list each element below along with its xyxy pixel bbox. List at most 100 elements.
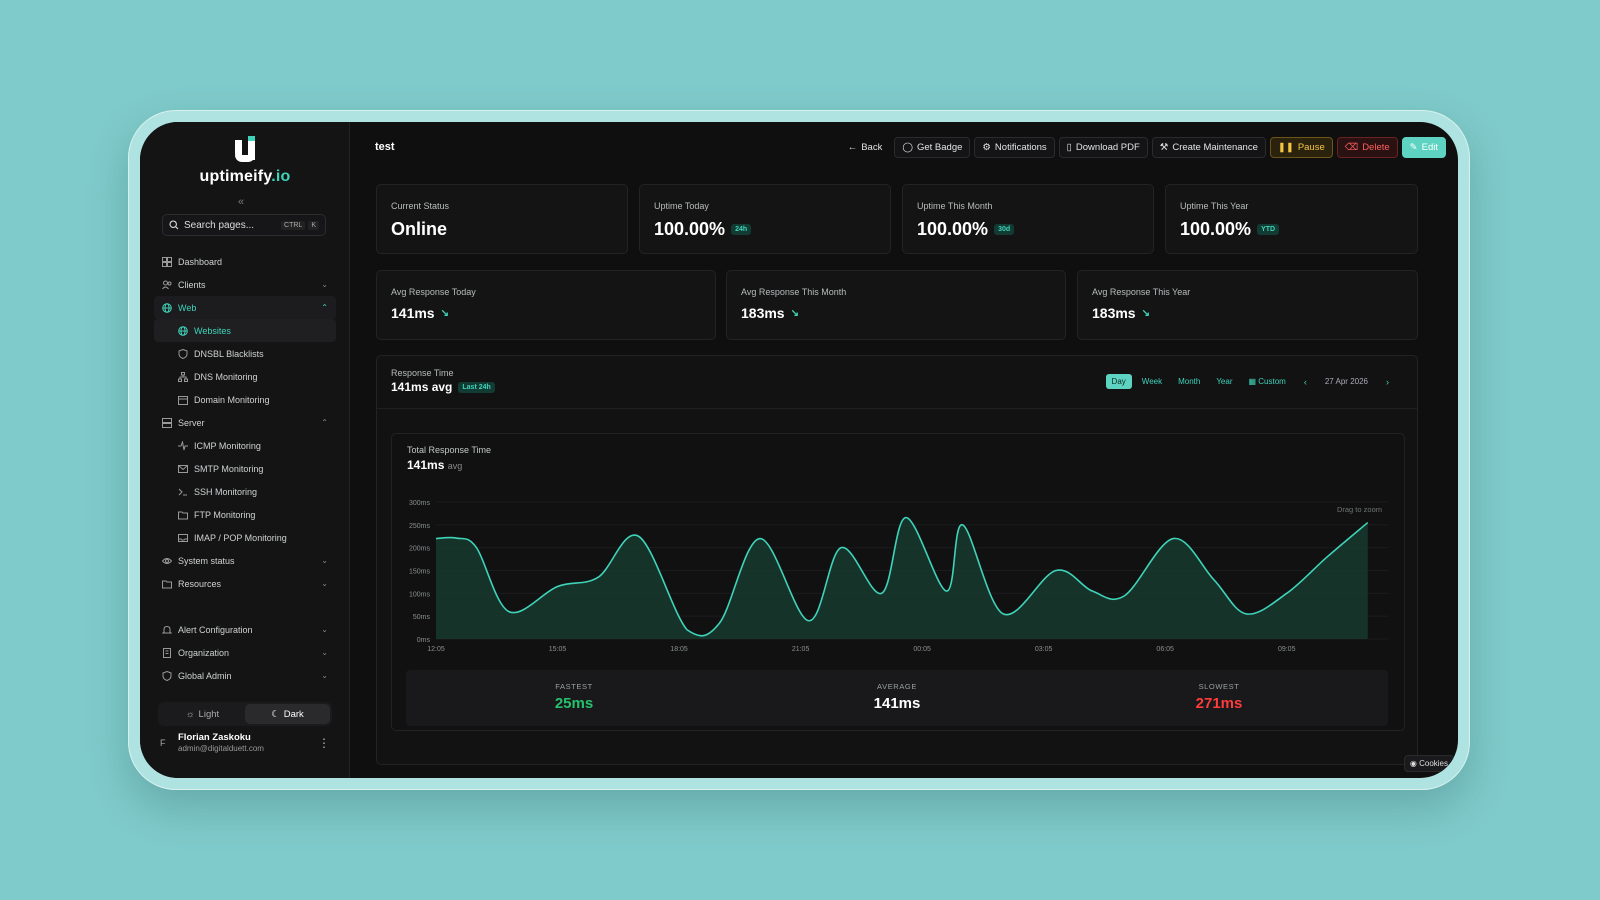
status-card-uptime-month: Uptime This Month 100.00% 30d [902,184,1154,254]
download-pdf-button[interactable]: ▯ Download PDF [1058,137,1148,158]
more-vertical-icon[interactable]: ⋮ [318,736,330,750]
main-content: test ← Back ◯ Get Badge ⚙ Notifications ▯ Do… [362,122,1458,778]
sidebar-item-server[interactable]: Server ⌃ [154,411,336,434]
card-value: 141ms ↘ [391,305,449,321]
card-value: 100.00% YTD [1180,219,1280,240]
chevron-up-icon: ⌃ [321,303,328,312]
sidebar-item-imap[interactable]: IMAP / POP Monitoring [154,526,336,549]
chevron-left-icon[interactable]: ‹ [1303,376,1307,387]
status-card-uptime-today: Uptime Today 100.00% 24h [639,184,891,254]
back-button[interactable]: ← Back [847,142,883,153]
x-tick-label: 00:05 [913,646,931,653]
edit-button[interactable]: ✎ Edit [1401,137,1446,158]
delete-button[interactable]: ⌫ Delete [1336,137,1398,158]
sidebar-item-smtp[interactable]: SMTP Monitoring [154,457,336,480]
response-time-panel: Response Time 141ms avg Last 24h Day Week… [376,355,1418,765]
avatar: F [160,738,166,748]
theme-dark-button[interactable]: ☾ Dark [245,704,330,724]
x-tick-label: 06:05 [1156,646,1174,653]
user-email: admin@digitalduett.com [178,744,264,753]
notifications-button[interactable]: ⚙ Notifications [974,137,1055,158]
y-tick-label: 250ms [409,523,431,530]
sidebar-item-global-admin[interactable]: Global Admin ⌄ [154,664,336,687]
app-screen: uptimeify.io « Search pages... CTRL K Das… [140,122,1458,778]
card-label: Avg Response This Year [1092,287,1191,297]
x-tick-label: 12:05 [427,646,445,653]
sidebar-item-clients[interactable]: Clients ⌄ [154,273,336,296]
get-badge-button[interactable]: ◯ Get Badge [894,137,971,158]
trend-down-icon: ↘ [790,307,799,319]
server-icon [162,417,172,428]
theme-light-button[interactable]: ☼ Light [185,708,220,720]
cookies-button[interactable]: ◉ Cookies [1403,755,1454,772]
sidebar-item-websites[interactable]: Websites [154,319,336,342]
sidebar-item-resources[interactable]: Resources ⌄ [154,572,336,595]
pause-button[interactable]: ❚❚ Pause [1269,137,1333,158]
sidebar-item-alert-configuration[interactable]: Alert Configuration ⌄ [154,618,336,641]
cookie-icon: ◉ [1409,759,1420,768]
chevron-down-icon: ⌄ [321,280,328,289]
chevron-right-icon[interactable]: › [1386,376,1389,387]
header-actions: ← Back ◯ Get Badge ⚙ Notifications ▯ Downloa… [840,137,1446,158]
folder-icon [178,510,188,520]
bell-icon [162,625,172,635]
search-shortcut: CTRL K [281,220,319,230]
card-label: Avg Response Today [391,287,476,297]
terminal-icon [178,487,188,497]
card-value: Online [391,219,448,239]
sun-icon: ☼ [185,708,195,720]
chart-value: 141ms avg [407,458,463,472]
card-value: 100.00% 30d [917,219,1015,240]
user-profile[interactable]: F Florian Zaskoku admin@digitalduett.com… [160,732,332,762]
pulse-icon [178,440,188,451]
range-year-button[interactable]: Year [1216,377,1233,386]
range-selector: Day Week Month Year ▦ Custom ‹ 27 Apr 20… [1105,374,1397,389]
chart-card: Total Response Time 141ms avg 0ms 50ms 100… [391,433,1405,731]
response-time-chart[interactable]: 0ms 50ms 100ms 150ms 200ms 250ms 300ms 12:05 15:… [392,490,1404,662]
chevron-down-icon: ⌄ [321,625,328,634]
sidebar-item-dnsbl[interactable]: DNSBL Blacklists [154,342,336,365]
create-maintenance-button[interactable]: ⚒ Create Maintenance [1151,137,1266,158]
sidebar-item-dashboard[interactable]: Dashboard [154,250,336,273]
x-tick-label: 09:05 [1278,646,1296,653]
sidebar-item-dns[interactable]: DNS Monitoring [154,365,336,388]
sidebar-item-domain[interactable]: Domain Monitoring [154,388,336,411]
range-week-button[interactable]: Week [1141,377,1163,386]
sidebar-nav: Dashboard Clients ⌄ Web ⌃ Websites DNSBL B… [154,250,336,687]
range-day-button[interactable]: Day [1105,374,1132,389]
sidebar-item-system-status[interactable]: System status ⌄ [154,549,336,572]
y-tick-label: 200ms [409,546,431,553]
drag-to-zoom-hint: Drag to zoom [1337,505,1382,514]
sidebar-item-icmp[interactable]: ICMP Monitoring [154,434,336,457]
card-label: Uptime This Month [917,201,993,211]
arrow-left-icon: ← [847,142,858,153]
chevron-up-icon: ⌃ [321,418,328,427]
search-placeholder: Search pages... [184,219,255,231]
shield-icon [178,348,188,359]
range-custom-button[interactable]: ▦ Custom [1248,377,1286,386]
building-icon [162,647,172,658]
network-icon [178,371,188,382]
sidebar-item-ssh[interactable]: SSH Monitoring [154,480,336,503]
y-tick-label: 0ms [417,637,431,644]
range-month-button[interactable]: Month [1178,377,1201,386]
sidebar: uptimeify.io « Search pages... CTRL K Das… [140,122,350,778]
search-input[interactable]: Search pages... CTRL K [162,214,326,236]
chevron-down-icon: ⌄ [321,671,328,680]
chart-area [436,517,1368,639]
response-card-today: Avg Response Today 141ms ↘ [376,270,716,340]
sidebar-item-organization[interactable]: Organization ⌄ [154,641,336,664]
logo[interactable]: uptimeify.io [140,136,350,186]
brand-name: uptimeify.io [199,168,291,185]
x-tick-label: 18:05 [670,646,688,653]
card-label: Avg Response This Month [741,287,847,297]
stats-bar: FASTEST 25ms AVERAGE 141ms SLOWEST 271ms [406,670,1388,726]
pencil-icon: ✎ [1409,142,1418,153]
chevron-down-icon: ⌄ [321,556,328,565]
bell-icon: ⚙ [982,142,991,153]
chart-line-series [435,516,1369,637]
sidebar-item-ftp[interactable]: FTP Monitoring [154,503,336,526]
collapse-sidebar-icon[interactable]: « [238,196,245,208]
sidebar-item-web[interactable]: Web ⌃ [154,296,336,319]
response-card-month: Avg Response This Month 183ms ↘ [726,270,1066,340]
